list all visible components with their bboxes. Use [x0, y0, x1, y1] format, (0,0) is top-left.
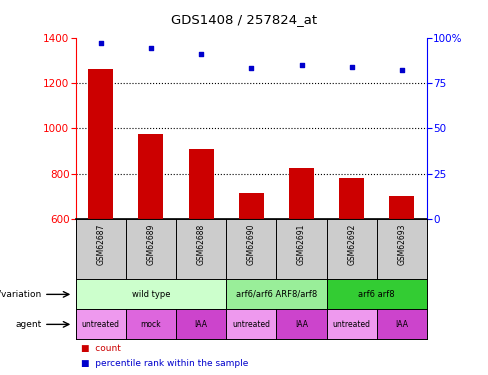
Text: IAA: IAA — [395, 320, 408, 329]
Text: GDS1408 / 257824_at: GDS1408 / 257824_at — [171, 13, 317, 26]
Text: GSM62690: GSM62690 — [247, 224, 256, 265]
Text: IAA: IAA — [295, 320, 308, 329]
Bar — [188, 149, 214, 219]
Text: mock: mock — [141, 320, 161, 329]
Text: arf6 arf8: arf6 arf8 — [359, 290, 395, 299]
Text: GSM62688: GSM62688 — [197, 224, 205, 265]
Text: untreated: untreated — [232, 320, 270, 329]
Bar — [239, 192, 264, 219]
Text: wild type: wild type — [132, 290, 170, 299]
Point — [197, 51, 205, 57]
Point — [147, 45, 155, 51]
Point — [97, 40, 104, 46]
Text: GSM62689: GSM62689 — [146, 224, 156, 265]
Text: ■  percentile rank within the sample: ■ percentile rank within the sample — [81, 358, 248, 368]
Text: untreated: untreated — [333, 320, 371, 329]
Text: IAA: IAA — [195, 320, 207, 329]
Bar — [88, 69, 113, 219]
Bar — [139, 134, 163, 219]
Point — [398, 67, 406, 73]
Text: GSM62692: GSM62692 — [347, 224, 356, 265]
Bar — [389, 196, 414, 219]
Text: untreated: untreated — [81, 320, 120, 329]
Bar — [339, 178, 364, 219]
Text: ■  count: ■ count — [81, 344, 121, 352]
Text: arf6/arf6 ARF8/arf8: arf6/arf6 ARF8/arf8 — [236, 290, 317, 299]
Text: GSM62691: GSM62691 — [297, 224, 306, 265]
Bar — [289, 168, 314, 219]
Point — [298, 62, 305, 68]
Text: agent: agent — [15, 320, 41, 329]
Text: GSM62693: GSM62693 — [397, 224, 407, 265]
Point — [247, 65, 255, 71]
Text: genotype/variation: genotype/variation — [0, 290, 41, 299]
Text: GSM62687: GSM62687 — [96, 224, 105, 265]
Point — [348, 64, 356, 70]
